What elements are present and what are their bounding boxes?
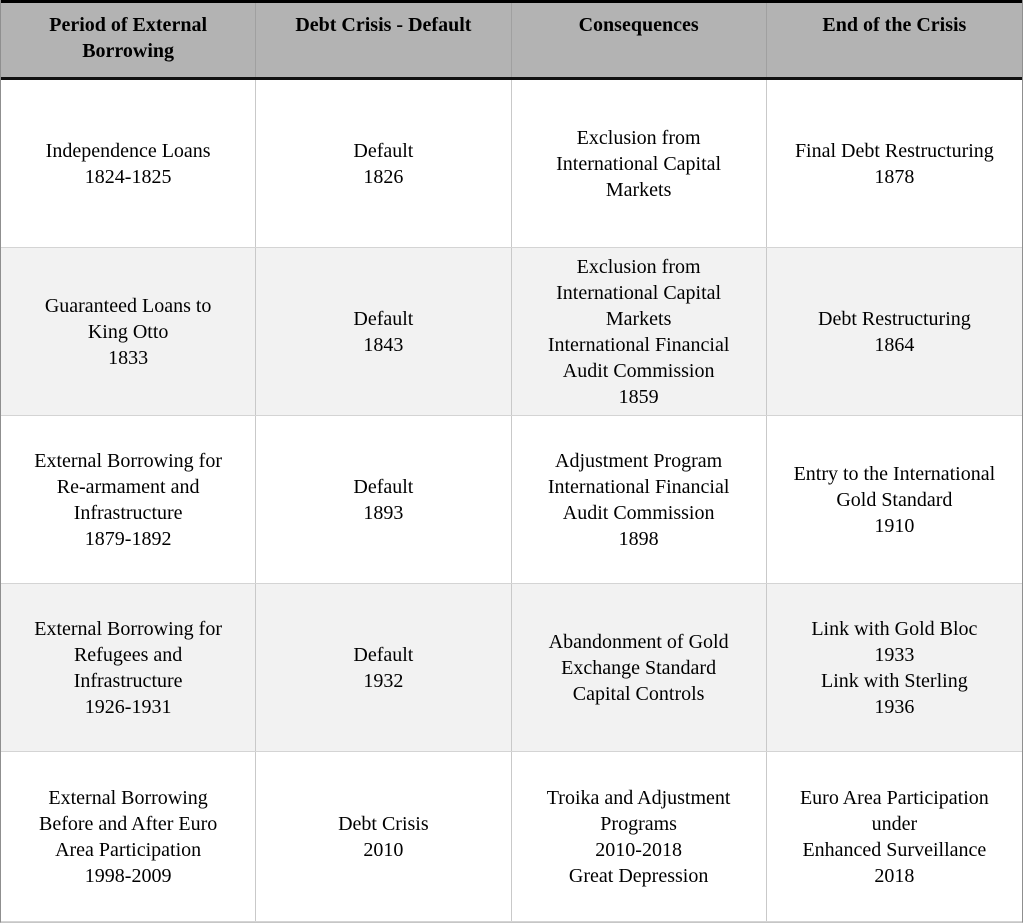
table-row: Guaranteed Loans to King Otto 1833 Defau… bbox=[1, 248, 1022, 416]
table-cell-period: External Borrowing for Re-armament and I… bbox=[1, 416, 257, 583]
table-row: Independence Loans 1824-1825 Default 182… bbox=[1, 80, 1022, 248]
table-cell-period: Guaranteed Loans to King Otto 1833 bbox=[1, 248, 257, 415]
column-header-end-of-the-crisis: End of the Crisis bbox=[822, 14, 967, 36]
table-cell-end-of-crisis: Link with Gold Bloc 1933 Link with Sterl… bbox=[811, 617, 978, 718]
table-cell-consequences: Exclusion from International Capital Mar… bbox=[512, 248, 767, 415]
table-cell-default: Debt Crisis 2010 bbox=[256, 752, 512, 921]
table-cell-default: Default 1893 bbox=[256, 416, 512, 583]
table-cell-consequences: Exclusion from International Capital Mar… bbox=[512, 80, 767, 247]
column-header-consequences: Consequences bbox=[512, 3, 767, 77]
table-cell-period: External Borrowing for Refugees and Infr… bbox=[1, 584, 257, 751]
table-cell-consequences: Adjustment Program International Financi… bbox=[512, 416, 767, 583]
table-cell-period: External Borrowing Before and After Euro… bbox=[1, 752, 257, 921]
table-row: External Borrowing for Refugees and Infr… bbox=[1, 584, 1022, 752]
table-cell-default: Default 1826 bbox=[256, 80, 512, 247]
column-header-period-of-external-borrowing: Period of External Borrowing bbox=[1, 3, 257, 77]
table-row: External Borrowing Before and After Euro… bbox=[1, 752, 1022, 922]
table-cell-end-of-crisis: Euro Area Participation under Enhanced S… bbox=[799, 786, 989, 887]
column-header-debt-crisis-default: Debt Crisis - Default bbox=[256, 3, 512, 77]
table-cell-end-of-crisis: Debt Restructuring 1864 bbox=[818, 307, 971, 356]
table-cell-end-of-crisis: Entry to the International Gold Standard… bbox=[793, 462, 996, 537]
table-cell-default: Default 1932 bbox=[256, 584, 512, 751]
table-cell-end-of-crisis: Final Debt Restructuring 1878 bbox=[794, 139, 994, 188]
table-cell-consequences: Abandonment of Gold Exchange Standard Ca… bbox=[512, 584, 767, 751]
table-cell-consequences: Troika and Adjustment Programs 2010-2018… bbox=[512, 752, 767, 921]
table-cell-period: Independence Loans 1824-1825 bbox=[1, 80, 257, 247]
table-cell-default: Default 1843 bbox=[256, 248, 512, 415]
table-row: External Borrowing for Re-armament and I… bbox=[1, 416, 1022, 584]
table-header-row: Period of External Borrowing Debt Crisis… bbox=[1, 0, 1022, 80]
